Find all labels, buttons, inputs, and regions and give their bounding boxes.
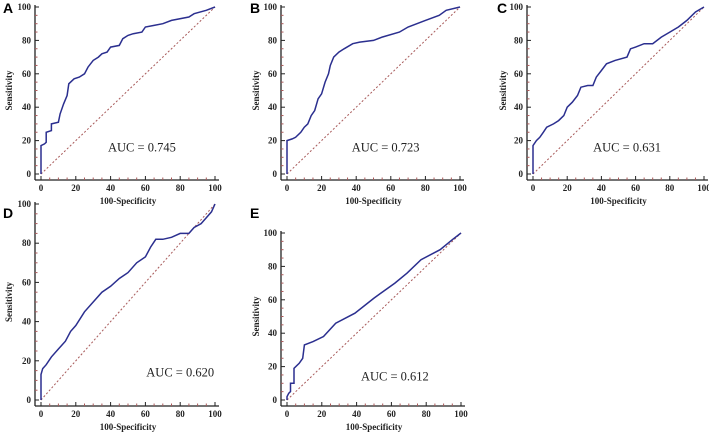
x-tick-label: 80 [176, 409, 186, 419]
roc-curve [532, 6, 705, 174]
y-tick-label: 80 [514, 35, 524, 45]
y-tick-label: 0 [27, 169, 32, 179]
x-tick-label: 20 [71, 409, 81, 419]
panel-label: E [250, 205, 259, 221]
y-tick-label: 80 [22, 35, 32, 45]
y-tick-label: 20 [268, 362, 278, 372]
x-tick-label: 100 [454, 409, 468, 419]
auc-label: AUC = 0.723 [352, 140, 420, 154]
y-tick-label: 40 [514, 102, 524, 112]
x-axis-title: 100-Specificity [100, 422, 157, 432]
panel-label: D [3, 205, 13, 221]
panel-label: C [497, 0, 507, 16]
panel-d: D 0 20 40 60 80 100 0 20 40 60 80 100 100-Specificity… [3, 199, 222, 432]
y-tick-label: 60 [514, 69, 524, 79]
y-tick-label: 40 [22, 102, 32, 112]
auc-label: AUC = 0.631 [593, 140, 661, 154]
y-tick-label: 100 [264, 228, 278, 238]
auc-label: AUC = 0.612 [361, 370, 429, 384]
x-tick-label: 100 [208, 183, 222, 193]
roc-curve [286, 232, 462, 400]
y-tick-label: 0 [273, 169, 278, 179]
y-tick-label: 80 [268, 261, 278, 271]
x-axis-title: 100-Specificity [345, 196, 402, 206]
roc-curve [286, 6, 461, 174]
y-tick-label: 80 [22, 238, 32, 248]
y-tick-label: 0 [519, 169, 524, 179]
x-tick-label: 20 [317, 183, 327, 193]
x-tick-label: 40 [106, 183, 116, 193]
y-tick-label: 20 [268, 136, 278, 146]
x-tick-label: 40 [352, 409, 362, 419]
panel-b: B 0 20 40 60 80 100 0 20 40 60 80 100 100-Specificity… [250, 0, 467, 206]
y-axis-title: Sensitivity [251, 296, 261, 337]
x-tick-label: 60 [386, 183, 396, 193]
roc-curve [40, 203, 216, 400]
y-axis-title: Sensitivity [4, 70, 14, 111]
x-tick-label: 80 [422, 409, 432, 419]
y-tick-label: 100 [264, 2, 278, 12]
reference-line [286, 6, 461, 175]
y-axis-title: Sensitivity [498, 70, 508, 111]
x-tick-label: 80 [176, 183, 186, 193]
y-tick-label: 100 [510, 2, 524, 12]
x-axis-title: 100-Specificity [100, 196, 157, 206]
x-tick-label: 100 [208, 409, 222, 419]
y-tick-label: 20 [22, 136, 32, 146]
y-tick-label: 100 [18, 2, 32, 12]
y-tick-label: 60 [268, 69, 278, 79]
panel-label: B [250, 0, 260, 16]
y-tick-label: 0 [273, 395, 278, 405]
x-tick-label: 0 [39, 183, 44, 193]
y-tick-label: 40 [22, 317, 32, 327]
panel-e: E 0 20 40 60 80 100 0 20 40 60 80 100 100-Specificity… [250, 205, 468, 432]
x-tick-label: 80 [665, 183, 675, 193]
x-tick-label: 0 [39, 409, 44, 419]
x-tick-label: 0 [285, 409, 290, 419]
auc-label: AUC = 0.745 [108, 140, 176, 154]
reference-line [286, 232, 462, 401]
y-axis-title: Sensitivity [251, 70, 261, 111]
x-tick-label: 20 [563, 183, 573, 193]
x-tick-label: 20 [317, 409, 327, 419]
y-tick-label: 60 [22, 277, 32, 287]
x-tick-label: 80 [421, 183, 431, 193]
x-tick-label: 40 [106, 409, 116, 419]
reference-line [40, 6, 216, 175]
x-tick-label: 60 [631, 183, 641, 193]
x-tick-label: 60 [141, 409, 151, 419]
y-tick-label: 20 [22, 356, 32, 366]
y-tick-label: 0 [27, 395, 32, 405]
x-tick-label: 40 [352, 183, 362, 193]
y-tick-label: 80 [268, 35, 278, 45]
x-tick-label: 100 [697, 183, 709, 193]
panel-a: A 0 20 40 60 80 100 0 20 40 60 80 100 100-Specificity… [3, 0, 222, 206]
y-tick-label: 100 [18, 199, 32, 209]
y-axis-title: Sensitivity [4, 282, 14, 323]
roc-curve [40, 6, 216, 174]
y-tick-label: 40 [268, 102, 278, 112]
panel-c: C 0 20 40 60 80 100 0 20 40 60 80 100 100-Specificity… [497, 0, 709, 206]
x-tick-label: 20 [71, 183, 81, 193]
x-tick-label: 60 [141, 183, 151, 193]
panel-label: A [3, 0, 13, 16]
x-axis-title: 100-Specificity [346, 422, 403, 432]
y-tick-label: 60 [268, 295, 278, 305]
x-tick-label: 0 [531, 183, 536, 193]
auc-label: AUC = 0.620 [146, 366, 214, 380]
x-axis-title: 100-Specificity [590, 196, 647, 206]
x-tick-label: 0 [285, 183, 290, 193]
x-tick-label: 60 [387, 409, 397, 419]
x-tick-label: 40 [597, 183, 607, 193]
y-tick-label: 40 [268, 328, 278, 338]
x-tick-label: 100 [453, 183, 467, 193]
y-tick-label: 20 [514, 136, 524, 146]
y-tick-label: 60 [22, 69, 32, 79]
